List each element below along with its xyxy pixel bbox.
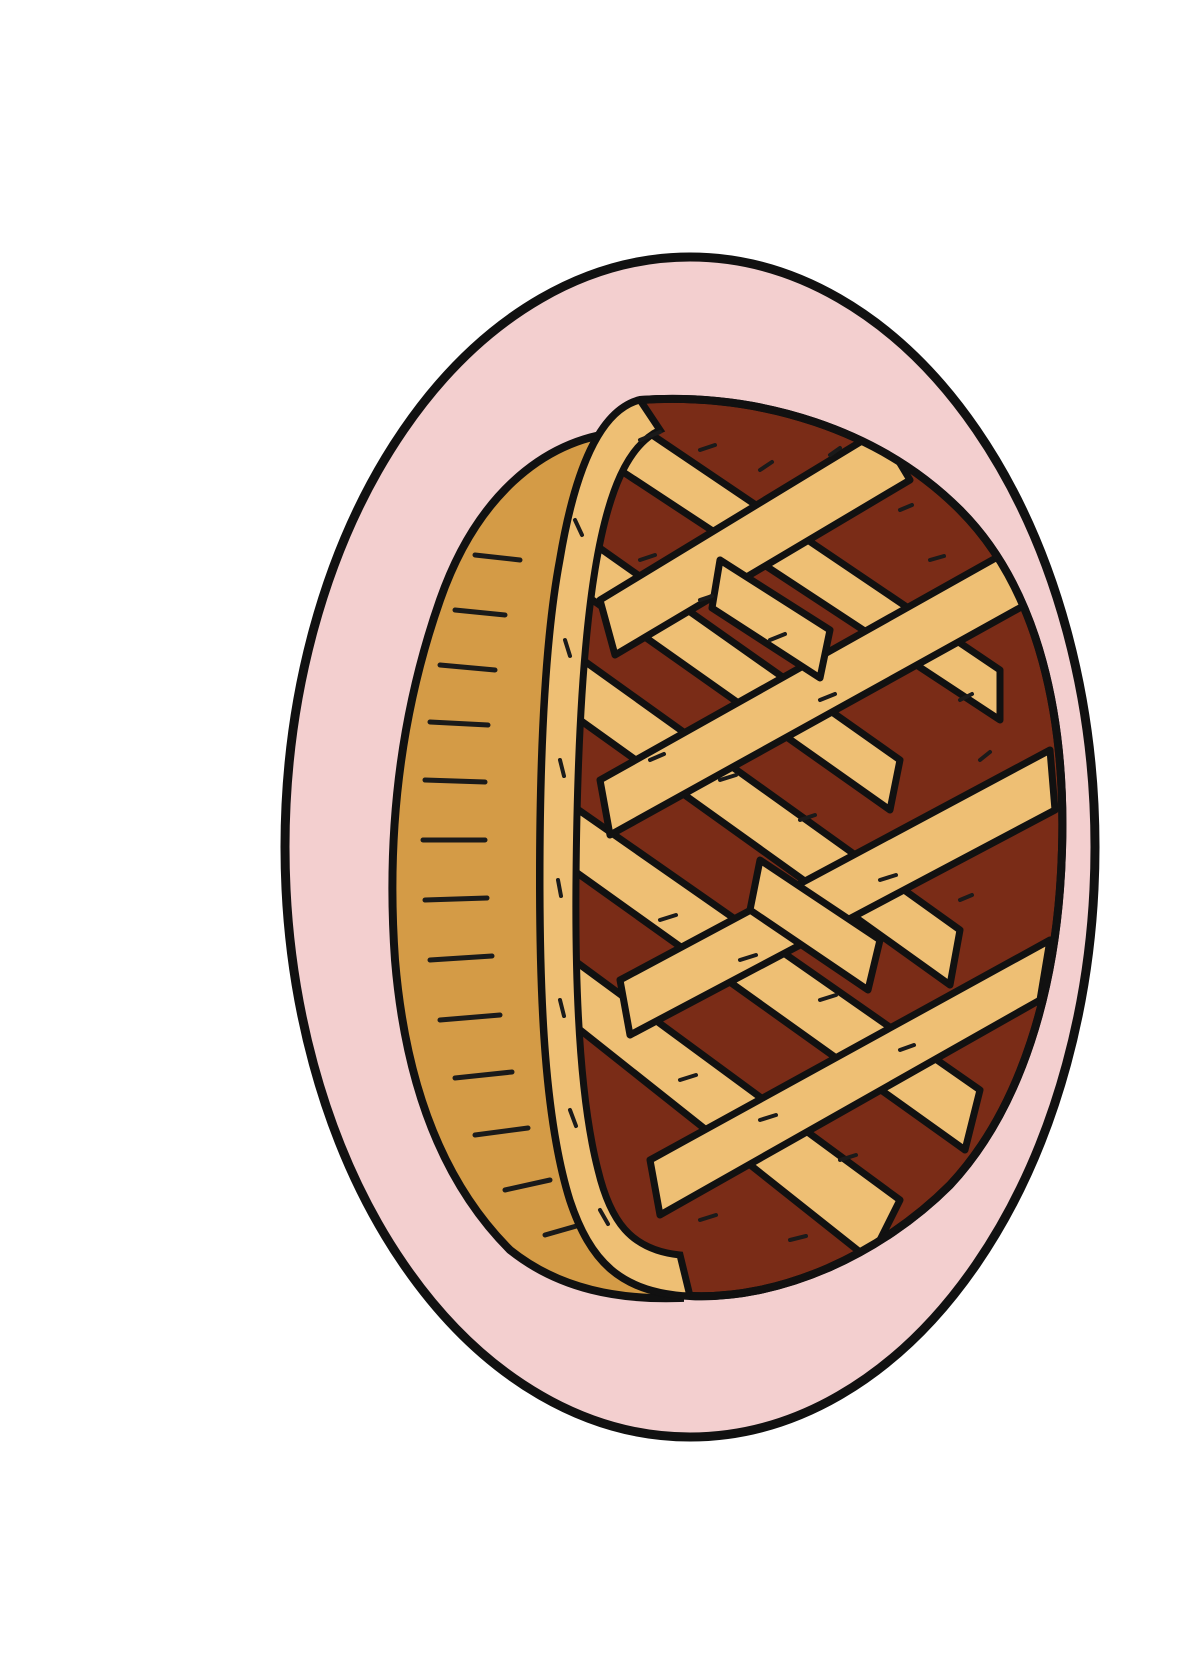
lattice-strip <box>746 856 884 994</box>
lattice-strip <box>616 746 1059 1039</box>
crust-texture <box>556 430 992 1242</box>
crust-rim-top <box>639 394 1067 1301</box>
crust-rim <box>536 396 695 1300</box>
pie-side-ribs <box>420 552 583 1238</box>
lattice-strip <box>596 426 914 659</box>
lattice-strip <box>708 556 834 682</box>
lattice <box>541 416 1059 1264</box>
